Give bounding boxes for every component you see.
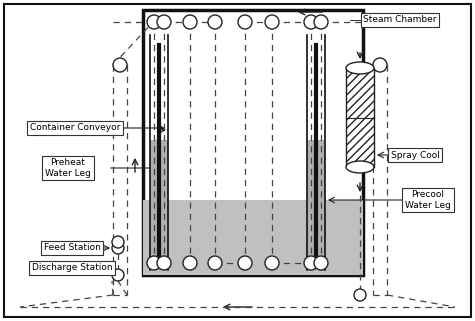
- Circle shape: [183, 256, 197, 270]
- Circle shape: [373, 58, 387, 72]
- Circle shape: [112, 236, 124, 248]
- Bar: [307, 140, 325, 270]
- Circle shape: [314, 256, 328, 270]
- Bar: [143, 200, 363, 275]
- Circle shape: [157, 256, 171, 270]
- Circle shape: [147, 256, 161, 270]
- Circle shape: [314, 15, 328, 29]
- Circle shape: [183, 15, 197, 29]
- Text: Container Conveyor: Container Conveyor: [30, 124, 120, 133]
- Bar: [346, 68, 374, 167]
- Circle shape: [112, 269, 124, 281]
- Bar: [143, 10, 363, 275]
- Circle shape: [304, 256, 318, 270]
- Circle shape: [208, 256, 222, 270]
- Circle shape: [265, 15, 279, 29]
- Circle shape: [354, 289, 366, 301]
- Text: Steam Chamber: Steam Chamber: [363, 15, 437, 24]
- Ellipse shape: [346, 62, 374, 74]
- Text: Feed Station: Feed Station: [44, 244, 100, 253]
- Circle shape: [238, 15, 252, 29]
- Text: Preheat
Water Leg: Preheat Water Leg: [45, 158, 91, 178]
- Ellipse shape: [346, 161, 374, 173]
- Circle shape: [113, 58, 127, 72]
- Circle shape: [265, 256, 279, 270]
- Circle shape: [208, 15, 222, 29]
- Circle shape: [157, 15, 171, 29]
- Circle shape: [112, 242, 124, 254]
- Circle shape: [147, 15, 161, 29]
- Circle shape: [238, 256, 252, 270]
- Text: Spray Cool: Spray Cool: [390, 151, 439, 160]
- Circle shape: [304, 15, 318, 29]
- Bar: [150, 140, 168, 270]
- Text: Discharge Station: Discharge Station: [32, 264, 112, 273]
- Text: Precool
Water Leg: Precool Water Leg: [405, 190, 451, 210]
